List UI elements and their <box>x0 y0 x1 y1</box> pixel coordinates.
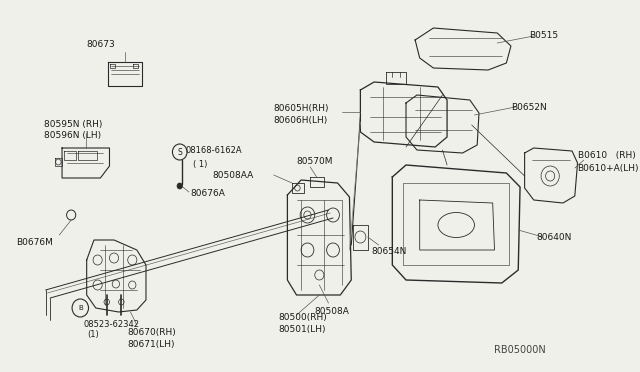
Text: B0610   (RH): B0610 (RH) <box>577 151 636 160</box>
Text: 80670(RH): 80670(RH) <box>128 328 177 337</box>
Text: B0515: B0515 <box>529 31 558 40</box>
Text: RB05000N: RB05000N <box>494 345 546 355</box>
Text: B0652N: B0652N <box>511 103 547 112</box>
Text: ( 1): ( 1) <box>193 160 207 169</box>
Text: 80606H(LH): 80606H(LH) <box>274 116 328 125</box>
Text: 80640N: 80640N <box>536 233 572 242</box>
Text: 80508AA: 80508AA <box>212 171 254 180</box>
Text: 80508A: 80508A <box>315 307 349 316</box>
Text: B0676M: B0676M <box>17 238 53 247</box>
Text: 08168-6162A: 08168-6162A <box>185 146 242 155</box>
Text: 80654N: 80654N <box>371 247 406 256</box>
Text: 80605H(RH): 80605H(RH) <box>274 104 329 113</box>
Text: 80595N (RH): 80595N (RH) <box>44 120 102 129</box>
Text: 80501(LH): 80501(LH) <box>278 325 326 334</box>
Text: 80676A: 80676A <box>191 189 225 198</box>
Text: 80596N (LH): 80596N (LH) <box>44 131 101 140</box>
Circle shape <box>177 183 182 189</box>
Text: 80671(LH): 80671(LH) <box>128 340 175 349</box>
Text: S: S <box>177 148 182 157</box>
Text: 80570M: 80570M <box>296 157 333 166</box>
Text: (1): (1) <box>88 330 99 339</box>
Text: B0610+A(LH): B0610+A(LH) <box>577 164 639 173</box>
Text: B: B <box>78 305 83 311</box>
Text: 80500(RH): 80500(RH) <box>278 313 327 322</box>
Text: 08523-62342: 08523-62342 <box>83 320 139 329</box>
Text: 80673: 80673 <box>86 40 115 49</box>
